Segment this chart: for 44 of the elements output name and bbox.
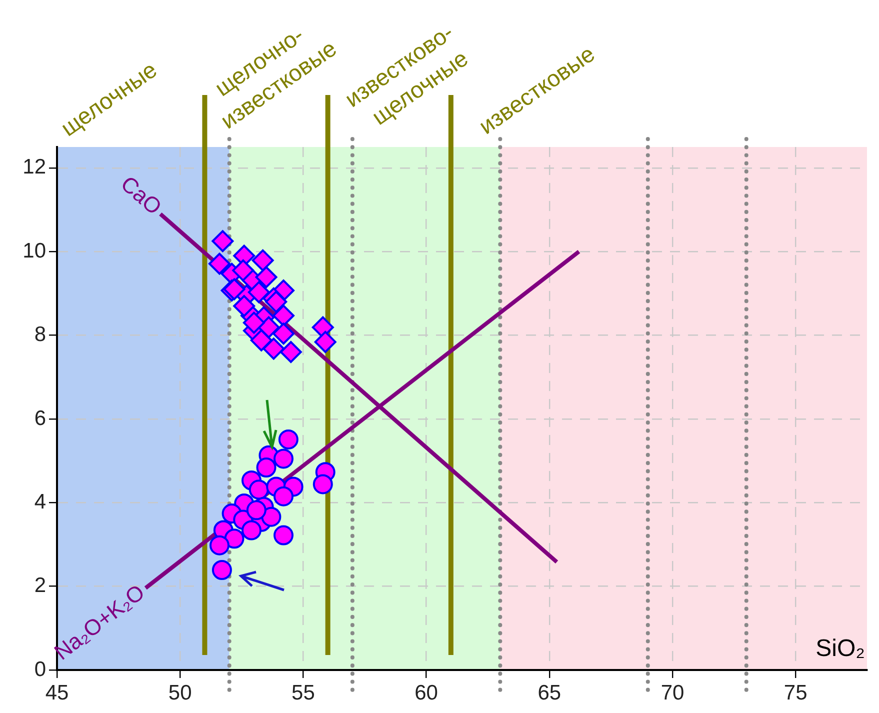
y-tick-label: 12	[22, 156, 46, 179]
point	[278, 429, 298, 450]
point	[242, 312, 265, 334]
point	[246, 500, 266, 520]
y-tick-label: 4	[34, 490, 46, 514]
x-tick-label: 75	[784, 681, 808, 704]
point	[233, 294, 256, 317]
point	[248, 281, 270, 304]
point	[274, 448, 294, 469]
point	[248, 480, 269, 500]
point	[242, 520, 262, 540]
point	[261, 506, 282, 527]
y-tick-label: 2	[34, 574, 46, 598]
point	[208, 252, 230, 275]
point	[256, 457, 276, 478]
text: CaO	[116, 170, 167, 220]
x-tick-label: 60	[414, 681, 438, 704]
point	[280, 341, 302, 364]
point	[212, 230, 234, 252]
y-tick-label: 6	[34, 406, 46, 430]
point	[314, 330, 336, 353]
point	[265, 290, 288, 313]
point	[272, 304, 295, 327]
point	[252, 249, 274, 272]
point	[232, 259, 254, 282]
y-tick-label: 0	[34, 658, 46, 681]
x-tick-label: 70	[660, 681, 684, 704]
y-tick-label: 8	[34, 323, 46, 346]
point	[274, 486, 294, 506]
y-tick-label: 10	[22, 239, 46, 262]
point	[224, 528, 244, 549]
x-tick-label: 55	[292, 681, 315, 704]
point	[250, 329, 272, 352]
point	[274, 525, 294, 546]
point	[212, 560, 232, 580]
point	[312, 474, 333, 494]
point	[262, 338, 285, 360]
point	[272, 322, 295, 345]
x-tick-label: 45	[45, 681, 69, 704]
point	[209, 535, 230, 556]
x-tick-label: 65	[538, 681, 562, 704]
x-tick-label: 50	[168, 681, 192, 704]
x-axis-title: SiO₂	[816, 635, 865, 662]
point	[255, 266, 278, 288]
